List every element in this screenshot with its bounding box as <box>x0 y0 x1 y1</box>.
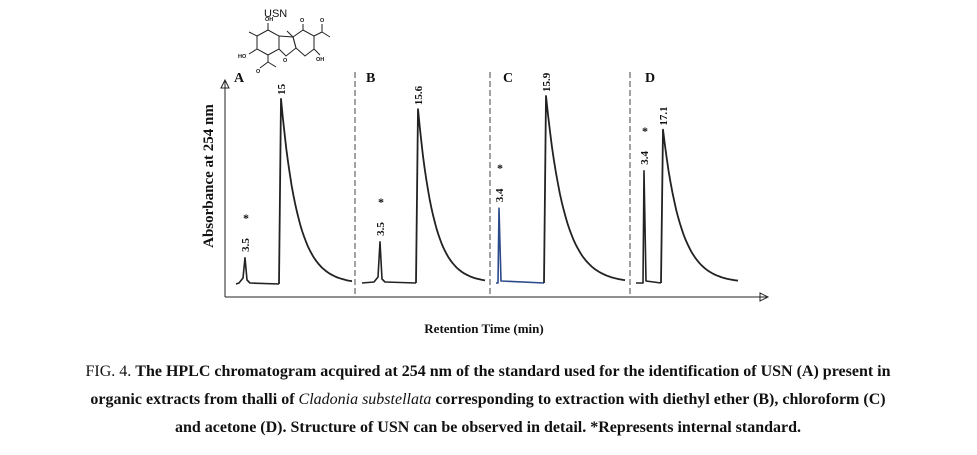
panel-c: C 3.4 * 15.9 <box>489 71 626 297</box>
atom-label: O <box>300 18 305 24</box>
atom-label: OH <box>316 57 324 63</box>
atom-label: OH <box>265 17 273 23</box>
figure-caption: FIG. 4. The HPLC chromatogram acquired a… <box>85 363 890 436</box>
panel-label: C <box>503 71 513 86</box>
internal-standard-mark: * <box>378 195 384 209</box>
internal-standard-peak <box>636 170 662 284</box>
panel-d: D 3.4 * 17.1 <box>629 71 739 297</box>
structure-bond <box>313 48 321 56</box>
panel-label: A <box>234 71 245 86</box>
caption-text-2b: corresponding to extraction with diethyl… <box>435 391 885 408</box>
panel-label: B <box>366 71 375 86</box>
internal-standard-rt-label: 3.4 <box>639 151 651 165</box>
caption-line-1: FIG. 4. The HPLC chromatogram acquired a… <box>85 363 890 380</box>
structure-bond <box>286 30 294 38</box>
panel-b: B 3.5 * 15.6 <box>354 71 486 297</box>
internal-standard-peak <box>496 207 545 284</box>
y-axis-label: Absorbance at 254 nm <box>201 104 217 248</box>
caption-line-3: and acetone (D). Structure of USN can be… <box>175 419 801 436</box>
structure-bond <box>248 31 258 37</box>
structure-ring-furan <box>278 35 297 57</box>
caption-text-2a: organic extracts from thalli of <box>90 391 295 408</box>
y-axis-arrow <box>220 78 230 89</box>
panel-label: D <box>645 71 655 86</box>
structure-bond <box>313 31 323 37</box>
internal-standard-mark: * <box>497 161 503 175</box>
internal-standard-peak <box>361 241 417 284</box>
structure-label: USN <box>264 8 287 20</box>
usn-rt-label: 17.1 <box>658 106 670 125</box>
usn-peak <box>543 95 626 284</box>
usn-structure: USN OH HO OH O O O O <box>238 8 331 75</box>
atom-label: O <box>256 69 261 75</box>
structure-ring-left <box>256 29 280 56</box>
internal-standard-rt-label: 3.5 <box>240 238 252 252</box>
usn-rt-label: 15.6 <box>413 85 425 105</box>
x-axis-label: Retention Time (min) <box>424 321 543 336</box>
caption-species: Cladonia substellata <box>299 391 432 408</box>
internal-standard-mark: * <box>642 124 648 138</box>
internal-standard-rt-label: 3.5 <box>375 222 387 236</box>
atom-label: O <box>320 18 325 24</box>
structure-bond <box>259 61 269 69</box>
plot-area: A 3.5 * 15 B 3.5 * 15.6 C 3.4 * 15.9 D 3.4 * 17.1 <box>220 71 770 302</box>
usn-peak <box>278 97 353 285</box>
usn-peak <box>415 108 486 284</box>
usn-peak <box>660 128 739 284</box>
structure-bond <box>321 31 331 38</box>
structure-ring-right <box>292 29 315 57</box>
caption-fig-label: FIG. 4. <box>85 363 131 380</box>
atom-label: O <box>283 58 288 64</box>
x-axis-arrow <box>759 292 770 302</box>
usn-rt-label: 15.9 <box>541 72 553 92</box>
internal-standard-rt-label: 3.4 <box>494 188 506 202</box>
usn-rt-label: 15 <box>276 83 288 95</box>
caption-line-2: organic extracts from thalli of Cladonia… <box>90 391 885 408</box>
structure-bond <box>248 48 258 55</box>
caption-text-1: The HPLC chromatogram acquired at 254 nm… <box>135 363 890 380</box>
atom-label: HO <box>238 54 247 60</box>
panel-a: A 3.5 * 15 <box>234 71 353 285</box>
internal-standard-mark: * <box>243 211 249 225</box>
internal-standard-peak <box>235 257 280 285</box>
structure-bond <box>267 61 277 68</box>
